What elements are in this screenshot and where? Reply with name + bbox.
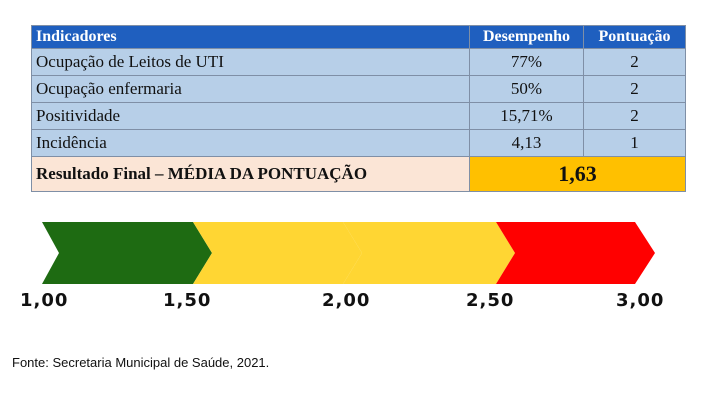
cell-desempenho: 4,13 [469,129,584,157]
table-row: Ocupação enfermaria 50% 2 [31,75,686,103]
cell-pontuacao: 2 [583,75,686,103]
scale-label-1-50: 1,50 [163,290,212,311]
cell-pontuacao: 1 [583,129,686,157]
cell-indicador: Ocupação enfermaria [31,75,470,103]
cell-indicador: Ocupação de Leitos de UTI [31,48,470,76]
cell-pontuacao: 2 [583,102,686,130]
scale-segment-green [42,222,212,284]
table-row: Positividade 15,71% 2 [31,102,686,130]
scale-label-2-50: 2,50 [466,290,515,311]
scale-label-3-00: 3,00 [616,290,665,311]
cell-desempenho: 50% [469,75,584,103]
header-indicadores: Indicadores [31,25,470,49]
cell-desempenho: 77% [469,48,584,76]
table-row: Incidência 4,13 1 [31,129,686,157]
cell-indicador: Positividade [31,102,470,130]
cell-desempenho: 15,71% [469,102,584,130]
scale-label-1-00: 1,00 [20,290,69,311]
cell-indicador: Incidência [31,129,470,157]
indicators-table: Indicadores Desempenho Pontuação Ocupaçã… [31,25,686,192]
scale-segment-red [496,222,655,284]
scale-segment-yellow-1 [193,222,362,284]
result-value: 1,63 [469,156,686,192]
result-row: Resultado Final – MÉDIA DA PONTUAÇÃO 1,6… [31,156,686,192]
result-label: Resultado Final – MÉDIA DA PONTUAÇÃO [31,156,470,192]
table-header-row: Indicadores Desempenho Pontuação [31,25,686,49]
score-scale [42,222,655,284]
scale-label-2-00: 2,00 [322,290,371,311]
source-note: Fonte: Secretaria Municipal de Saúde, 20… [12,355,270,370]
table-row: Ocupação de Leitos de UTI 77% 2 [31,48,686,76]
header-pontuacao: Pontuação [583,25,686,49]
scale-segment-yellow-2 [343,222,515,284]
